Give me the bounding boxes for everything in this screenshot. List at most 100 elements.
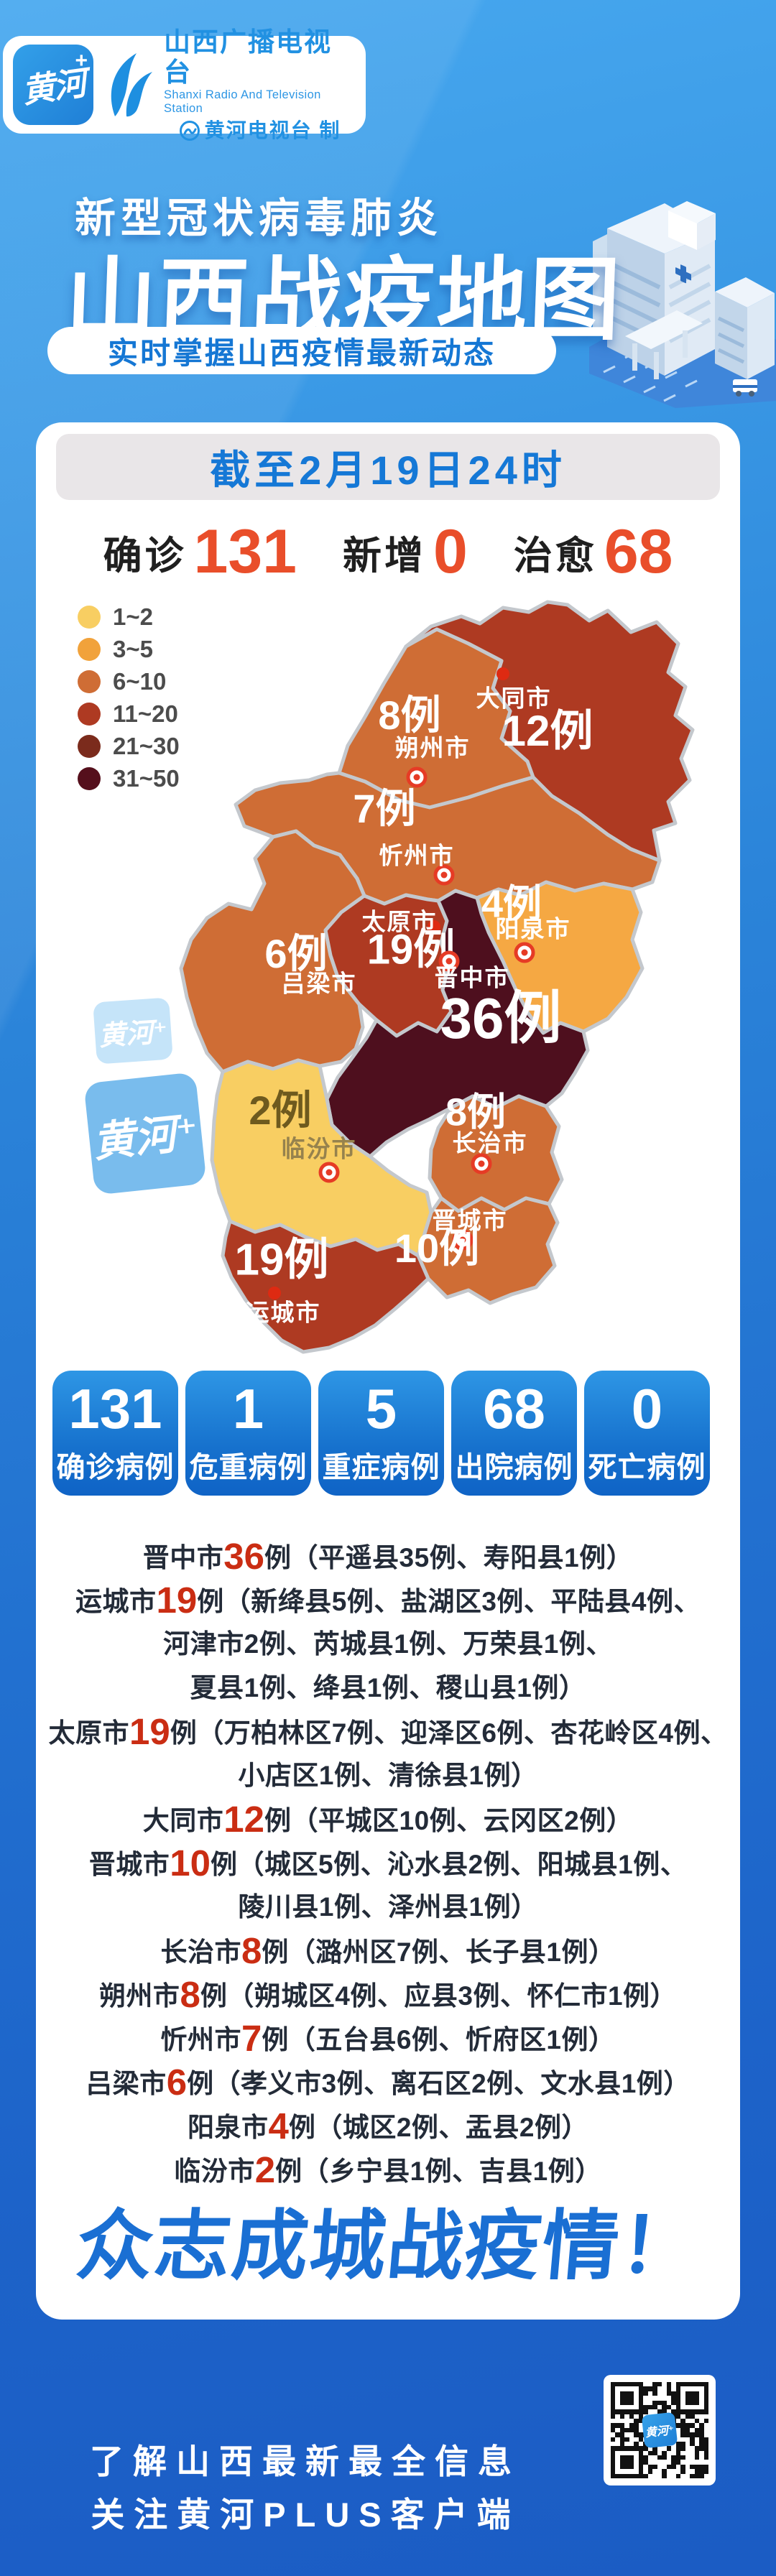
qr-cell [619, 2414, 625, 2419]
qr-cell [675, 2432, 681, 2437]
qr-cell [619, 2432, 625, 2437]
ambulance-icon [733, 379, 757, 397]
qr-cell [662, 2469, 667, 2474]
stat-box-label: 死亡病例 [588, 1452, 706, 1483]
qr-cell [619, 2382, 625, 2387]
qr-cell [615, 2441, 620, 2447]
map-region-yuncheng [221, 1219, 430, 1354]
city-dot-datong [496, 667, 509, 680]
summary-stat: 治愈 68 [514, 516, 673, 588]
qr-cell [615, 2400, 620, 2405]
qr-cell [662, 2464, 667, 2470]
qr-cell [634, 2460, 639, 2465]
qr-cell [629, 2446, 634, 2451]
qr-cell [624, 2396, 629, 2401]
footer-info-line: 了解山西最新最全信息 [90, 2442, 521, 2480]
qr-cell [652, 2391, 657, 2396]
qr-cell [615, 2455, 620, 2460]
qr-cell [647, 2396, 653, 2401]
qr-cell [671, 2396, 676, 2401]
qr-cell [703, 2414, 708, 2419]
qr-cell [703, 2396, 708, 2401]
qr-cell [615, 2423, 620, 2428]
qr-cell [647, 2469, 653, 2474]
stat-box: 1 危重病例 [185, 1371, 311, 1496]
qr-cell [690, 2404, 695, 2410]
detail-text: 例（新绛县5例、盐湖区3例、平陆县4例、 [197, 1587, 701, 1616]
qr-cell [671, 2455, 676, 2460]
qr-cell [619, 2404, 625, 2410]
qr-cell [643, 2464, 648, 2470]
qr-cell [615, 2404, 620, 2410]
qr-cell [611, 2382, 616, 2387]
qr-cell [624, 2404, 629, 2410]
qr-cell [629, 2437, 634, 2442]
qr-cell [666, 2386, 672, 2391]
qr-cell [675, 2382, 681, 2387]
qr-cell [657, 2382, 662, 2387]
detail-line: 运城市19例（新绛县5例、盐湖区3例、平陆县4例、 [36, 1578, 740, 1622]
detail-text: 例（孝义市3例、离石区2例、文水县1例） [187, 2069, 690, 2098]
city-dot-center-yangquan [521, 949, 528, 956]
qr-cell [685, 2432, 690, 2437]
qr-cell [699, 2396, 704, 2401]
qr-cell [680, 2455, 685, 2460]
qr-cell [703, 2455, 708, 2460]
legend-color-swatch [78, 734, 101, 758]
summary-stat-label: 新增 [342, 534, 426, 578]
detail-text: 大同市 [142, 1806, 224, 1835]
qr-cell [624, 2446, 629, 2451]
qr-cell [699, 2441, 704, 2447]
qr-cell [629, 2414, 634, 2419]
qr-cell [690, 2441, 695, 2447]
qr-cell [694, 2464, 700, 2470]
detail-text: 吕梁市 [86, 2069, 167, 2098]
qr-cell [629, 2441, 634, 2447]
qr-cell [647, 2404, 653, 2410]
qr-cell [680, 2404, 685, 2410]
qr-cell [643, 2382, 648, 2387]
qr-cell [624, 2441, 629, 2447]
qr-cell [647, 2455, 653, 2460]
qr-cell [619, 2391, 625, 2396]
qr-cell [685, 2414, 690, 2419]
qr-center-app-icon: 黄河⁺ [641, 2411, 678, 2449]
qr-cell [671, 2400, 676, 2405]
city-dot-center-shuozhou [413, 774, 420, 781]
detail-case-count: 19 [129, 1711, 170, 1752]
qr-cell [624, 2473, 629, 2478]
qr-cell [638, 2396, 644, 2401]
qr-cell [652, 2409, 657, 2414]
detail-text: 例（朔城区4例、应县3例、怀仁市1例） [200, 1981, 678, 2011]
summary-stat-value: 68 [604, 516, 673, 586]
qr-cell [680, 2469, 685, 2474]
region-name-label-shuozhou: 朔州市 [395, 735, 471, 761]
legend-color-swatch [78, 702, 101, 726]
qr-cell [666, 2460, 672, 2465]
region-cases-label-shuozhou: 8例 [378, 692, 440, 738]
qr-cell [624, 2450, 629, 2456]
qr-cell [611, 2432, 616, 2437]
qr-cell [685, 2382, 690, 2387]
detail-line: 朔州市8例（朔城区4例、应县3例、怀仁市1例） [36, 1973, 740, 2016]
qr-cell [652, 2404, 657, 2410]
qr-cell [690, 2400, 695, 2405]
qr-cell [680, 2427, 685, 2433]
qr-cell [643, 2450, 648, 2456]
qr-cell [619, 2469, 625, 2474]
qr-cell [662, 2396, 667, 2401]
qr-cell [675, 2414, 681, 2419]
detail-text: 例（平城区10例、云冈区2例） [264, 1806, 634, 1835]
qr-cell [611, 2441, 616, 2447]
qr-cell [638, 2423, 644, 2428]
qr-cell [703, 2432, 708, 2437]
qr-cell [685, 2473, 690, 2478]
detail-line: 晋城市10例（城区5例、沁水县2例、阳城县1例、 [36, 1841, 740, 1885]
qr-cell [629, 2419, 634, 2424]
summary-stats-row: 确诊 131 新增 0 治愈 68 [43, 513, 733, 590]
qr-cell [619, 2441, 625, 2447]
qr-cell [629, 2460, 634, 2465]
qr-cell [666, 2455, 672, 2460]
region-cases-label-xinzhou: 7例 [353, 786, 415, 831]
legend-color-swatch [78, 637, 101, 661]
